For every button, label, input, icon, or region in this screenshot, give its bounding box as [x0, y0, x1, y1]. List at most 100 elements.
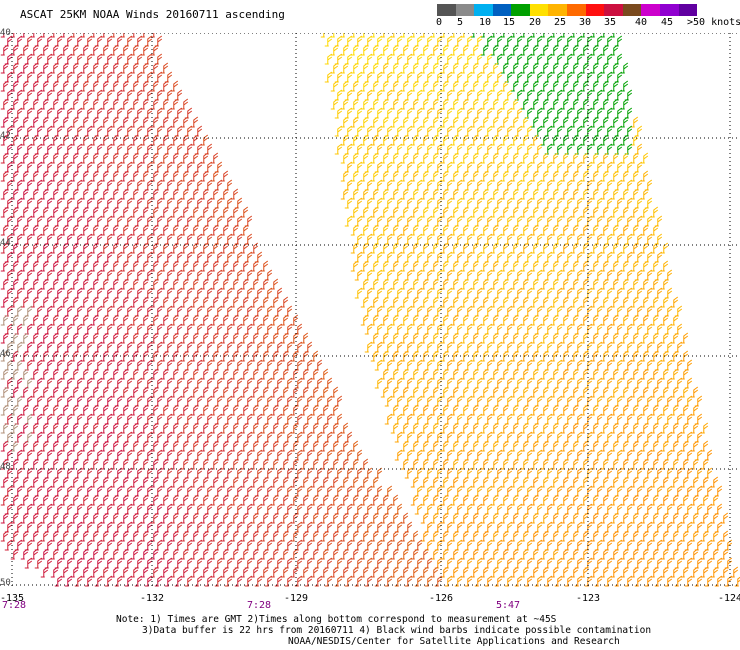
wind-barb: [450, 260, 459, 272]
wind-barb: [90, 134, 99, 146]
wind-barb: [600, 548, 609, 560]
wind-barb: [14, 143, 23, 155]
wind-barb: [494, 71, 503, 83]
wind-barb: [360, 512, 369, 524]
wind-barb: [84, 539, 93, 551]
wind-barb: [54, 71, 63, 83]
wind-barb: [140, 530, 149, 542]
wind-barb: [364, 287, 373, 299]
wind-barb: [124, 107, 133, 119]
wind-barb: [524, 233, 533, 245]
wind-barb: [80, 422, 89, 434]
wind-barb: [604, 161, 613, 173]
wind-barb: [354, 539, 363, 551]
wind-barb: [254, 305, 263, 317]
wind-barb: [170, 476, 179, 488]
wind-barb: [560, 314, 569, 326]
wind-barb: [370, 278, 379, 290]
wind-barb: [334, 485, 343, 497]
wind-barb: [490, 278, 499, 290]
wind-barb: [150, 188, 159, 200]
wind-barb: [470, 494, 479, 506]
wind-barb: [210, 404, 219, 416]
wind-barb: [120, 260, 129, 272]
wind-barb: [514, 125, 523, 137]
wind-barb: [120, 278, 129, 290]
wind-barb: [324, 71, 333, 83]
wind-barb: [504, 53, 513, 65]
wind-barb: [550, 512, 559, 524]
wind-barb: [70, 350, 79, 362]
wind-barb: [20, 260, 29, 272]
wind-barb: [144, 71, 153, 83]
wind-barb: [70, 332, 79, 344]
wind-barb: [170, 422, 179, 434]
wind-barb: [400, 152, 409, 164]
wind-barb: [54, 395, 63, 407]
wind-barb: [430, 314, 439, 326]
wind-barb: [254, 557, 263, 569]
wind-barb: [290, 314, 299, 326]
wind-barb: [420, 206, 429, 218]
wind-barb: [410, 404, 419, 416]
wind-barb: [400, 440, 409, 452]
wind-barb: [680, 530, 689, 542]
wind-barb: [464, 71, 473, 83]
wind-barb: [70, 242, 79, 254]
wind-barb: [380, 206, 389, 218]
wind-barb: [194, 179, 203, 191]
wind-barb: [410, 134, 419, 146]
wind-barb: [540, 44, 549, 56]
wind-barb: [594, 143, 603, 155]
wind-barb: [84, 431, 93, 443]
wind-barb: [110, 368, 119, 380]
wind-barb: [300, 386, 309, 398]
wind-barb: [534, 323, 543, 335]
wind-barb: [434, 125, 443, 137]
wind-barb: [494, 215, 503, 227]
wind-barb: [240, 404, 249, 416]
wind-barb: [100, 116, 109, 128]
wind-barb: [364, 107, 373, 119]
wind-barb: [650, 548, 659, 560]
wind-barb: [630, 296, 639, 308]
wind-barb: [34, 341, 43, 353]
wind-barb: [634, 449, 643, 461]
wind-barb: [634, 413, 643, 425]
wind-barb: [104, 413, 113, 425]
wind-barb: [244, 359, 253, 371]
wind-barb: [430, 530, 439, 542]
wind-barb: [140, 440, 149, 452]
wind-barb: [344, 71, 353, 83]
wind-barb: [4, 503, 13, 515]
wind-barb: [164, 449, 173, 461]
wind-barb: [514, 323, 523, 335]
wind-barb: [360, 260, 369, 272]
wind-barb: [114, 521, 123, 533]
wind-barb: [614, 539, 623, 551]
wind-barb: [450, 44, 459, 56]
wind-barb: [50, 314, 59, 326]
wind-barb: [660, 530, 669, 542]
wind-barb: [530, 494, 539, 506]
wind-barb: [544, 233, 553, 245]
wind-barb: [710, 548, 719, 560]
wind-barb: [534, 233, 543, 245]
wind-barb: [94, 557, 103, 569]
wind-barb: [420, 33, 425, 38]
wind-barb: [10, 476, 19, 488]
wind-barb: [114, 395, 123, 407]
wind-barb: [294, 341, 303, 353]
wind-barb: [500, 566, 509, 578]
wind-barb: [354, 107, 363, 119]
wind-barb: [664, 359, 673, 371]
wind-barb: [140, 260, 149, 272]
wind-barb: [240, 530, 249, 542]
wind-barb: [230, 206, 239, 218]
wind-barb: [150, 134, 159, 146]
wind-barb: [140, 242, 149, 254]
wind-barb: [680, 422, 689, 434]
wind-barb: [434, 377, 443, 389]
wind-barb: [180, 314, 189, 326]
wind-barb: [560, 80, 569, 92]
